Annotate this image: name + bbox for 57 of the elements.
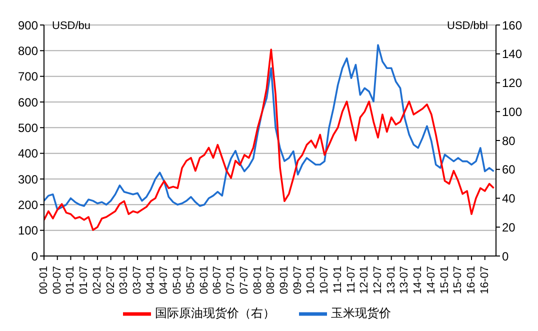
y-tick-label: 300 xyxy=(18,172,38,186)
x-tick-label: 10-07 xyxy=(318,266,331,294)
x-tick-label: 13-01 xyxy=(385,266,398,294)
x-tick-label: 13-07 xyxy=(398,266,411,294)
y2-tick-label: 40 xyxy=(502,192,516,206)
x-tick-label: 15-07 xyxy=(452,266,464,294)
x-tick-label: 14-07 xyxy=(425,266,438,294)
y-tick-label: 700 xyxy=(18,70,38,84)
x-tick-label: 02-01 xyxy=(91,266,104,294)
x-tick-label: 12-07 xyxy=(372,266,384,294)
x-tick-label: 06-07 xyxy=(212,266,224,294)
y-tick-label: 400 xyxy=(18,146,38,161)
x-tick-label: 09-01 xyxy=(278,266,290,294)
y-axis-title: USD/bu xyxy=(52,20,91,32)
x-tick-label: 03-01 xyxy=(118,266,130,294)
x-tick-label: 07-07 xyxy=(238,266,250,294)
x-tick-label: 07-01 xyxy=(225,266,238,294)
x-tick-label: 11-07 xyxy=(345,266,358,294)
x-tick-label: 12-01 xyxy=(358,266,371,294)
x-tick-label: 03-07 xyxy=(132,266,144,294)
y2-tick-label: 160 xyxy=(502,18,522,32)
y-tick-label: 200 xyxy=(18,198,38,212)
x-tick-label: 01-01 xyxy=(64,266,77,294)
y-tick-label: 900 xyxy=(18,18,38,32)
y-tick-label: 0 xyxy=(31,249,38,264)
x-tick-label: 05-01 xyxy=(172,266,184,294)
x-tick-label: 09-07 xyxy=(292,266,304,294)
y2-axis-title: USD/bbl xyxy=(447,20,488,32)
x-tick-label: 14-01 xyxy=(412,266,424,294)
y-tick-label: 500 xyxy=(18,120,38,135)
y2-tick-label: 20 xyxy=(502,220,516,234)
legend-label: 玉米现货价 xyxy=(331,306,391,320)
y2-tick-label: 100 xyxy=(502,104,522,119)
y-tick-label: 100 xyxy=(18,224,38,238)
x-tick-label: 06-01 xyxy=(198,266,210,294)
legend-label: 国际原油现货价（右） xyxy=(155,306,275,320)
y2-tick-label: 80 xyxy=(502,134,516,148)
y2-tick-label: 0 xyxy=(502,249,509,264)
x-tick-label: 08-07 xyxy=(265,266,278,294)
x-tick-label: 04-01 xyxy=(144,266,157,294)
x-tick-label: 15-01 xyxy=(438,266,451,294)
x-tick-label: 08-01 xyxy=(252,266,264,294)
x-tick-label: 05-07 xyxy=(184,266,197,294)
x-tick-label: 16-01 xyxy=(466,266,478,294)
x-tick-label: 10-01 xyxy=(305,266,318,294)
y2-tick-label: 140 xyxy=(502,47,522,62)
x-tick-label: 11-01 xyxy=(332,266,344,294)
y2-tick-label: 60 xyxy=(502,162,516,177)
x-tick-label: 00-01 xyxy=(38,266,50,294)
x-tick-label: 16-07 xyxy=(478,266,491,294)
y-tick-label: 800 xyxy=(18,44,38,58)
x-tick-label: 02-07 xyxy=(104,266,117,294)
x-tick-label: 00-07 xyxy=(51,266,64,294)
x-tick-label: 01-07 xyxy=(78,266,90,294)
y2-tick-label: 120 xyxy=(502,76,522,90)
x-tick-label: 04-07 xyxy=(158,266,170,294)
y-tick-label: 600 xyxy=(18,95,38,110)
